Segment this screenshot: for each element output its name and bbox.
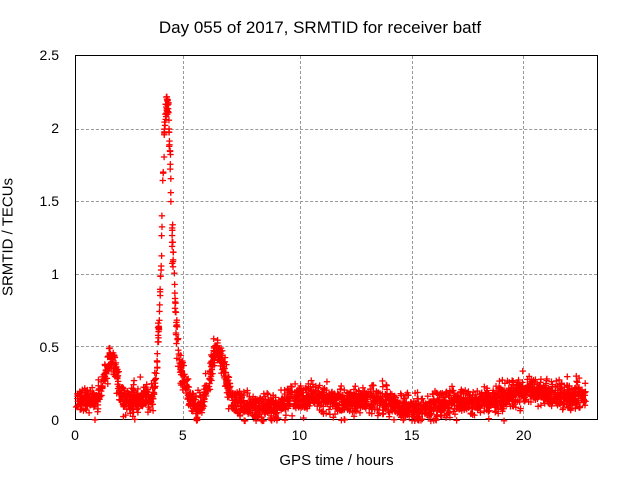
x-tick-0: 0 bbox=[60, 427, 90, 443]
x-axis-labels: 0 5 10 15 20 bbox=[75, 421, 598, 441]
plot-area bbox=[75, 55, 598, 420]
y-tick-0-5: 0.5 bbox=[9, 339, 59, 355]
y-tick-2: 2 bbox=[9, 120, 59, 136]
chart-container: Day 055 of 2017, SRMTID for receiver bat… bbox=[0, 0, 640, 480]
y-tick-2-5: 2.5 bbox=[9, 47, 59, 63]
y-tick-0: 0 bbox=[9, 412, 59, 428]
scatter-data[interactable] bbox=[76, 56, 599, 421]
y-axis-title: SRMTID / TECUs bbox=[0, 178, 17, 296]
chart-title: Day 055 of 2017, SRMTID for receiver bat… bbox=[0, 18, 640, 38]
x-axis-title: GPS time / hours bbox=[75, 452, 598, 469]
y-tick-1-5: 1.5 bbox=[9, 193, 59, 209]
x-tick-20: 20 bbox=[509, 427, 539, 443]
x-tick-15: 15 bbox=[397, 427, 427, 443]
y-tick-1: 1 bbox=[9, 266, 59, 282]
x-tick-10: 10 bbox=[284, 427, 314, 443]
x-tick-5: 5 bbox=[168, 427, 198, 443]
